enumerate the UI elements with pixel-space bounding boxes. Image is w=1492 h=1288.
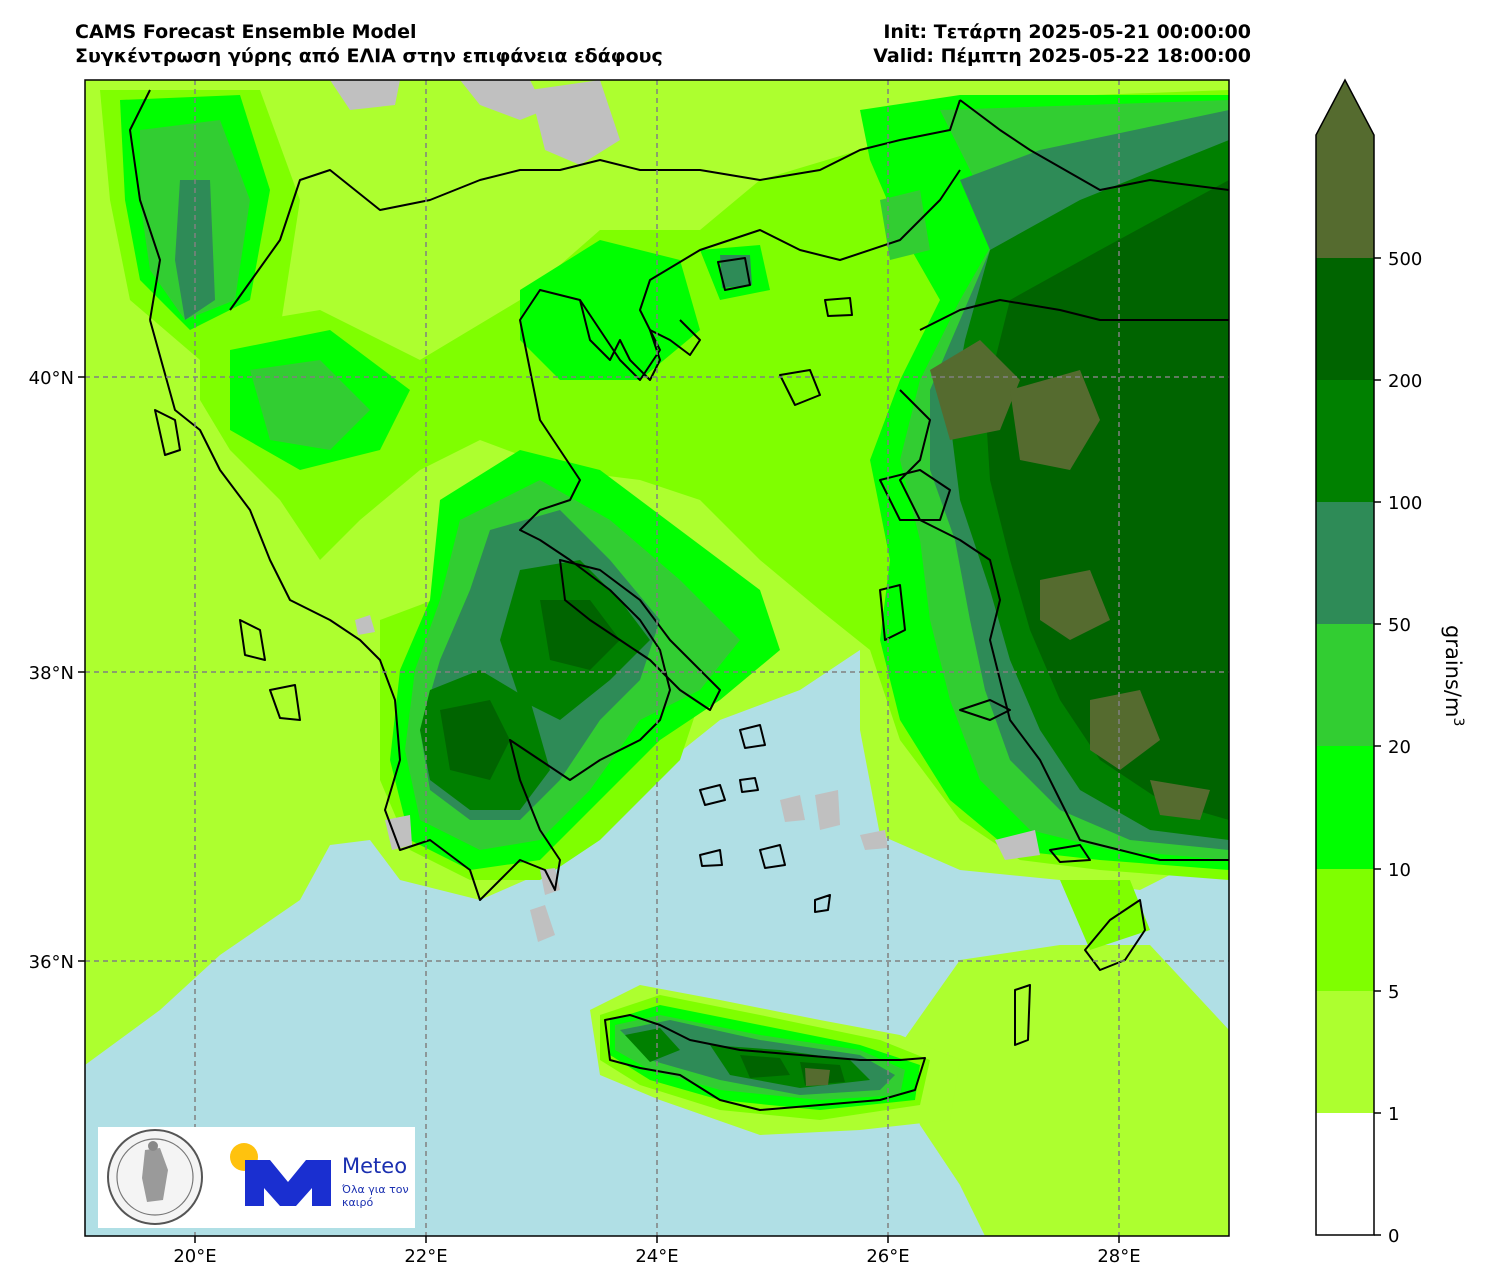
coastlines (129, 89, 1229, 1111)
colorbar-bin-200-500 (1316, 258, 1374, 380)
pollen-level-200-500 (440, 180, 1229, 1085)
colorbar-outline (1315, 78, 1375, 1236)
coast-chios (879, 584, 906, 641)
border-north (129, 89, 961, 321)
colorbar-bin-1-5 (1316, 991, 1374, 1113)
lat-tick-36n: 36°N (29, 952, 74, 973)
map-panel (85, 80, 1229, 1236)
coast-karpathos (1014, 984, 1031, 1046)
colorbar-tick-50: 50 (1388, 615, 1411, 636)
coast-kos (1049, 844, 1091, 863)
map-subtitle: Συγκέντρωση γύρης από ΕΛΙΑ στην επιφάνει… (75, 45, 663, 67)
coast-chalkidiki (579, 299, 701, 381)
lat-tick-38n: 38°N (29, 663, 74, 684)
meteo-m-icon (245, 1160, 331, 1206)
colorbar: 0 1 5 10 20 50 100 200 500 grains/m3 (1315, 78, 1466, 1247)
model-title: CAMS Forecast Ensemble Model (75, 21, 417, 43)
colorbar-tick-200: 200 (1388, 371, 1422, 392)
coast-cyclades (699, 724, 831, 913)
lon-tick-labels: 20°E 22°E 24°E 26°E 28°E (173, 1246, 1140, 1267)
colorbar-tick-500: 500 (1388, 249, 1422, 270)
lat-tick-40n: 40°N (29, 368, 74, 389)
colorbar-extend-arrow (1316, 80, 1374, 258)
valid-time: Valid: Πέμπτη 2025-05-22 18:00:00 (873, 45, 1251, 67)
colorbar-bin-50-100 (1316, 502, 1374, 624)
header-left: CAMS Forecast Ensemble Model Συγκέντρωση… (75, 20, 663, 68)
lon-tick-22e: 22°E (404, 1246, 447, 1267)
pollen-level-over-500 (805, 340, 1210, 1086)
coast-samos (959, 699, 1011, 721)
coast-rhodes (1084, 899, 1146, 971)
coast-evia (559, 559, 721, 711)
coast-lemnos (779, 369, 821, 406)
colorbar-tick-1: 1 (1388, 1104, 1399, 1125)
colorbar-tick-10: 10 (1388, 860, 1411, 881)
graticule (85, 80, 1229, 1236)
header-right: Init: Τετάρτη 2025-05-21 00:00:00 Valid:… (873, 20, 1251, 68)
coast-thasos (717, 257, 853, 317)
meteo-wordmark: Meteo (342, 1154, 408, 1178)
init-time: Init: Τετάρτη 2025-05-21 00:00:00 (883, 21, 1251, 43)
colorbar-unit: grains/m (1441, 625, 1465, 717)
svg-text:grains/m3: grains/m3 (1441, 625, 1466, 726)
colorbar-unit-exponent: 3 (1450, 717, 1466, 726)
colorbar-bin-10-20 (1316, 746, 1374, 869)
colorbar-bin-0-1 (1316, 1113, 1374, 1235)
lat-tick-labels: 40°N 38°N 36°N (29, 368, 74, 973)
axis-ticks (78, 376, 1120, 1243)
coast-mainland (149, 169, 961, 901)
coast-crete (604, 1014, 926, 1111)
colorbar-tick-100: 100 (1388, 493, 1422, 514)
lon-tick-24e: 24°E (635, 1246, 678, 1267)
coast-ionian (239, 619, 301, 721)
lon-tick-28e: 28°E (1097, 1246, 1140, 1267)
land-no-data (330, 80, 1040, 942)
coast-lesvos (879, 469, 951, 521)
colorbar-title: grains/m3 (1441, 625, 1466, 726)
lon-tick-20e: 20°E (173, 1246, 216, 1267)
colorbar-tick-5: 5 (1388, 982, 1399, 1003)
coast-corfu (154, 409, 181, 456)
colorbar-tick-0: 0 (1388, 1226, 1399, 1247)
colorbar-bin-5-10 (1316, 869, 1374, 991)
meteo-logo (230, 1143, 331, 1206)
meteo-tagline: Όλα για τον καιρό (342, 1183, 409, 1209)
lon-tick-26e: 26°E (866, 1246, 909, 1267)
colorbar-bin-20-50 (1316, 624, 1374, 746)
colorbar-tick-20: 20 (1388, 737, 1411, 758)
colorbar-bin-100-200 (1316, 380, 1374, 502)
